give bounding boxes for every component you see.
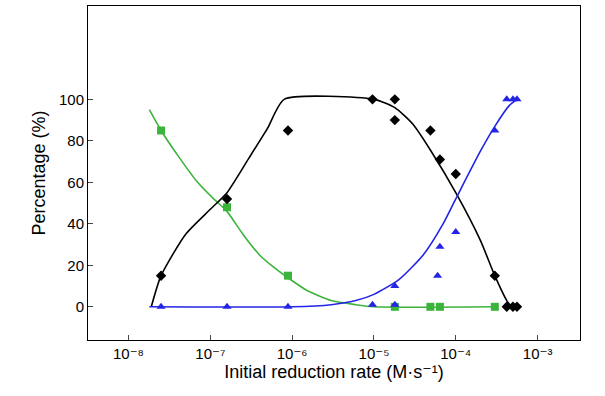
svg-text:80: 80 [67, 132, 84, 149]
svg-text:100: 100 [59, 91, 84, 108]
svg-text:Initial reduction rate (M·s⁻¹): Initial reduction rate (M·s⁻¹) [224, 362, 444, 382]
svg-text:60: 60 [67, 174, 84, 191]
svg-text:10⁻⁸: 10⁻⁸ [113, 345, 144, 362]
svg-text:10⁻⁴: 10⁻⁴ [440, 345, 471, 362]
svg-text:10⁻⁶: 10⁻⁶ [277, 345, 308, 362]
svg-text:Percentage (%): Percentage (%) [29, 110, 49, 235]
svg-text:20: 20 [67, 257, 84, 274]
svg-text:10⁻⁵: 10⁻⁵ [359, 345, 390, 362]
svg-text:0: 0 [76, 298, 84, 315]
svg-text:10⁻⁷: 10⁻⁷ [195, 345, 225, 362]
svg-text:40: 40 [67, 215, 84, 232]
svg-text:10⁻³: 10⁻³ [523, 345, 553, 362]
